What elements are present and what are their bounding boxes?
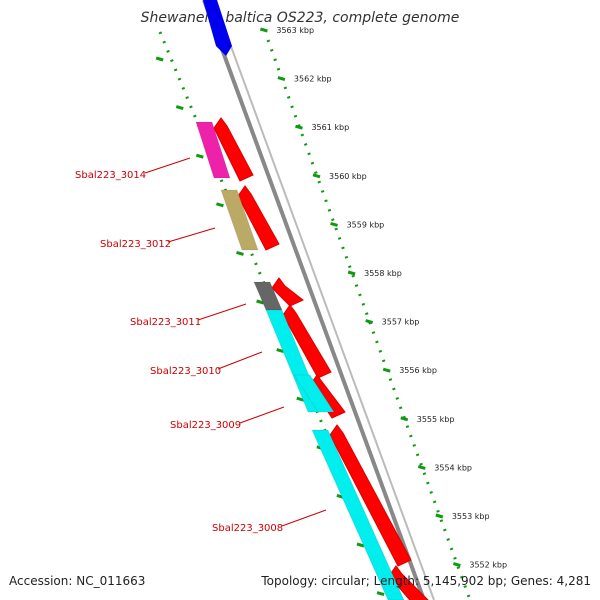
gene-leader-1 [167, 227, 216, 243]
tick-label-4: 3559 kbp [347, 220, 385, 229]
gene-leader-5 [281, 509, 327, 527]
inner-tick-8 [400, 416, 409, 422]
outer-tick-1 [175, 105, 184, 111]
inner-tick-1 [277, 76, 286, 82]
gene-label-3: Sbal223_3010 [150, 366, 221, 377]
tick-label-8: 3555 kbp [417, 415, 455, 424]
red-arrow-5 [329, 424, 412, 567]
accession-text: Accession: NC_011663 [9, 574, 146, 588]
gene-labels: Sbal223_3014 Sbal223_3012 Sbal223_3011 Sbal… [75, 157, 327, 534]
outer-tick-2 [195, 153, 204, 159]
red-arrow-2 [271, 277, 304, 307]
inner-tick-4 [330, 221, 338, 227]
tick-label-2: 3561 kbp [311, 123, 349, 132]
tick-label-6: 3557 kbp [382, 318, 420, 327]
blue-feature-arrow[interactable] [203, 0, 232, 56]
inner-tick-3 [312, 173, 321, 179]
gene-leader-2 [197, 303, 247, 321]
inner-tick-6 [365, 319, 374, 325]
tick-label-1: 3562 kbp [294, 75, 332, 84]
gene-box-5 [311, 429, 405, 600]
blue-arrow-shape [203, 0, 232, 56]
inner-tick-10 [435, 513, 444, 519]
inner-tick-0 [259, 27, 268, 33]
tick-label-9: 3554 kbp [434, 463, 472, 472]
backbone-line-inner [213, 0, 435, 600]
gene-label-2: Sbal223_3011 [130, 317, 201, 328]
outer-tick-7 [296, 396, 305, 402]
inner-tick-9 [417, 464, 426, 470]
outer-tick-10 [356, 542, 365, 548]
red-strand-arrows [213, 117, 429, 600]
gene-leader-0 [144, 157, 191, 174]
red-arrow-1 [237, 185, 280, 251]
gene-label-1: Sbal223_3012 [100, 239, 171, 250]
inner-dotted-ruler [259, 27, 472, 600]
outer-tick-3 [216, 202, 224, 208]
gene-leader-3 [217, 351, 263, 370]
inner-tick-5 [347, 270, 356, 276]
outer-tick-0 [155, 56, 164, 62]
tick-label-0: 3563 kbp [276, 26, 314, 35]
tick-label-3: 3560 kbp [329, 172, 367, 181]
outer-tick-6 [276, 348, 285, 354]
red-arrow-3 [282, 304, 332, 379]
tick-label-7: 3556 kbp [399, 366, 437, 375]
red-arrow-0 [213, 117, 254, 182]
genome-backbone [202, 0, 435, 600]
gene-box-0 [195, 121, 231, 179]
gene-features [195, 121, 405, 600]
tick-label-10: 3553 kbp [452, 512, 490, 521]
gene-label-0: Sbal223_3014 [75, 170, 146, 181]
genome-summary-text: Topology: circular; Length: 5,145,902 bp… [261, 574, 591, 588]
tick-labels: 3563 kbp 3562 kbp 3561 kbp 3560 kbp 3559 kbp… [276, 26, 507, 570]
red-arrow-6 [388, 565, 429, 600]
red-arrow-4 [309, 374, 346, 419]
backbone-line-outer [202, 0, 426, 600]
inner-tick-2 [295, 124, 303, 130]
gene-leader-4 [239, 406, 285, 424]
gene-box-4 [293, 374, 335, 413]
inner-tick-7 [382, 367, 391, 373]
tick-label-11: 3552 kbp [469, 561, 507, 570]
tick-label-5: 3558 kbp [364, 269, 402, 278]
outer-tick-5 [256, 299, 264, 305]
inner-tick-11 [452, 562, 461, 568]
outer-tick-4 [236, 250, 244, 256]
outer-tick-11 [376, 591, 385, 597]
gene-label-4: Sbal223_3009 [170, 420, 241, 431]
gene-label-5: Sbal223_3008 [212, 523, 283, 534]
gene-box-1 [220, 189, 259, 251]
